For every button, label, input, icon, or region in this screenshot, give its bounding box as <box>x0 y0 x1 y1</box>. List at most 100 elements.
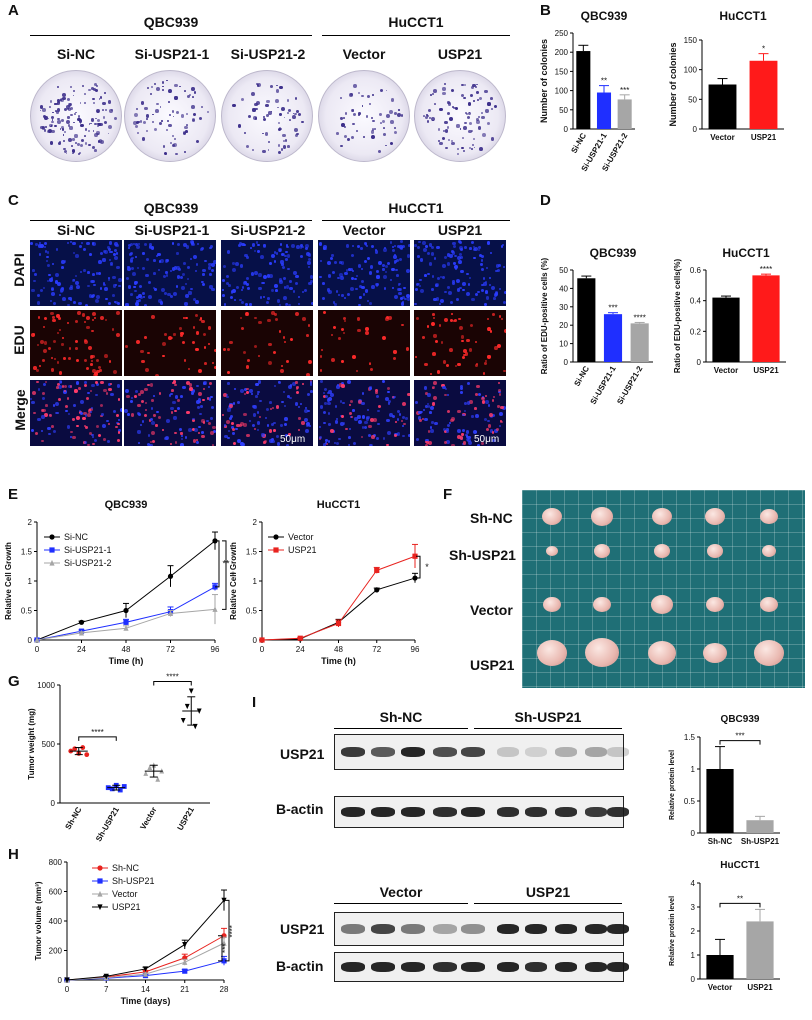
colony-dot <box>255 108 258 111</box>
cell-nucleus <box>288 433 291 436</box>
cell-nucleus <box>173 266 178 271</box>
cell-nucleus <box>326 398 330 402</box>
cell-nucleus <box>164 333 168 337</box>
cell-nucleus <box>493 395 496 398</box>
cell-nucleus <box>319 259 323 262</box>
colony-dot <box>161 120 163 122</box>
cell-nucleus <box>171 267 176 271</box>
cell-nucleus <box>256 390 260 394</box>
cell-nucleus <box>396 245 401 249</box>
cell-nucleus <box>229 295 234 300</box>
cell-nucleus <box>456 428 461 433</box>
cell-nucleus <box>139 423 142 427</box>
significance-label: * <box>762 45 765 54</box>
cell-nucleus <box>383 287 387 290</box>
colony-dot <box>152 113 154 116</box>
colony-dot <box>74 111 77 114</box>
cell-nucleus <box>99 251 103 255</box>
panelA-group-line-qbc939 <box>30 35 312 36</box>
cell-nucleus <box>51 425 54 429</box>
colony-dot <box>145 129 148 133</box>
cell-nucleus <box>232 441 236 445</box>
cell-nucleus <box>181 285 185 290</box>
cell-nucleus <box>310 280 313 283</box>
data-point <box>221 897 227 904</box>
colony-dot <box>247 114 252 119</box>
cell-nucleus <box>260 296 263 299</box>
cell-nucleus <box>228 416 232 421</box>
data-point <box>184 703 190 710</box>
y-tick-label: 800 <box>49 858 63 867</box>
cell-nucleus <box>52 318 56 323</box>
colony-dot <box>476 120 480 124</box>
cell-nucleus <box>203 345 207 349</box>
cell-nucleus <box>320 369 323 372</box>
cell-nucleus <box>417 255 420 259</box>
cell-nucleus <box>402 434 405 438</box>
cell-nucleus <box>460 269 465 274</box>
cell-nucleus <box>320 380 324 384</box>
data-point <box>121 784 127 789</box>
tumor-specimen <box>546 546 558 557</box>
data-point <box>142 969 149 975</box>
cell-nucleus <box>207 422 211 426</box>
y-tick-label: 0.5 <box>684 797 696 806</box>
blot-band <box>341 747 365 757</box>
y-tick-label: 1 <box>691 765 696 774</box>
colony-dot <box>439 107 443 112</box>
colony-dot <box>389 141 394 146</box>
x-tick-label: 28 <box>220 985 229 994</box>
cell-nucleus <box>151 398 154 402</box>
colony-dot <box>63 139 65 142</box>
data-point <box>182 955 188 961</box>
cell-nucleus <box>117 431 121 435</box>
colony-dot <box>481 112 484 114</box>
cell-nucleus <box>107 276 111 279</box>
colony-dot <box>288 118 291 121</box>
cell-nucleus <box>307 324 311 327</box>
cell-nucleus <box>487 354 491 359</box>
significance-label: **** <box>760 265 772 274</box>
cell-nucleus <box>414 244 417 248</box>
cell-nucleus <box>58 384 63 389</box>
cell-nucleus <box>245 282 249 286</box>
legend-marker <box>49 547 55 553</box>
y-tick-label: 0.6 <box>690 266 702 275</box>
colony-dot <box>145 117 149 121</box>
colony-dot <box>390 120 394 124</box>
colony-dot <box>49 141 54 145</box>
cell-nucleus <box>402 416 406 420</box>
cell-nucleus <box>149 245 152 248</box>
colony-dot <box>287 112 289 115</box>
cell-nucleus <box>145 274 149 278</box>
cell-nucleus <box>270 311 275 316</box>
cell-nucleus <box>37 293 41 298</box>
cell-nucleus <box>256 428 260 432</box>
cell-nucleus <box>68 296 72 301</box>
colony-dot <box>296 110 299 113</box>
colony-dot <box>85 128 88 131</box>
cell-nucleus <box>131 256 134 259</box>
cell-nucleus <box>390 278 393 281</box>
colony-dot <box>168 124 172 128</box>
legend-label: USP21 <box>288 545 317 555</box>
blot-band <box>585 747 607 757</box>
data-point <box>167 610 174 617</box>
cell-nucleus <box>250 272 255 276</box>
cell-nucleus <box>91 242 95 245</box>
cell-nucleus <box>480 289 484 293</box>
cell-nucleus <box>91 442 95 446</box>
y-tick-label: 200 <box>555 48 569 57</box>
panelI-top-row-bactin: B-actin <box>276 801 324 817</box>
panelI-bottom-group-usp21: USP21 <box>525 884 571 900</box>
cell-nucleus <box>242 442 246 446</box>
cell-nucleus <box>468 276 472 280</box>
tumor-specimen <box>652 508 672 525</box>
cell-nucleus <box>110 382 113 385</box>
blot-band <box>461 924 485 934</box>
cell-nucleus <box>442 385 446 390</box>
bar <box>596 92 612 129</box>
cell-nucleus <box>107 422 110 425</box>
cell-nucleus <box>402 402 407 407</box>
cell-nucleus <box>318 425 322 428</box>
